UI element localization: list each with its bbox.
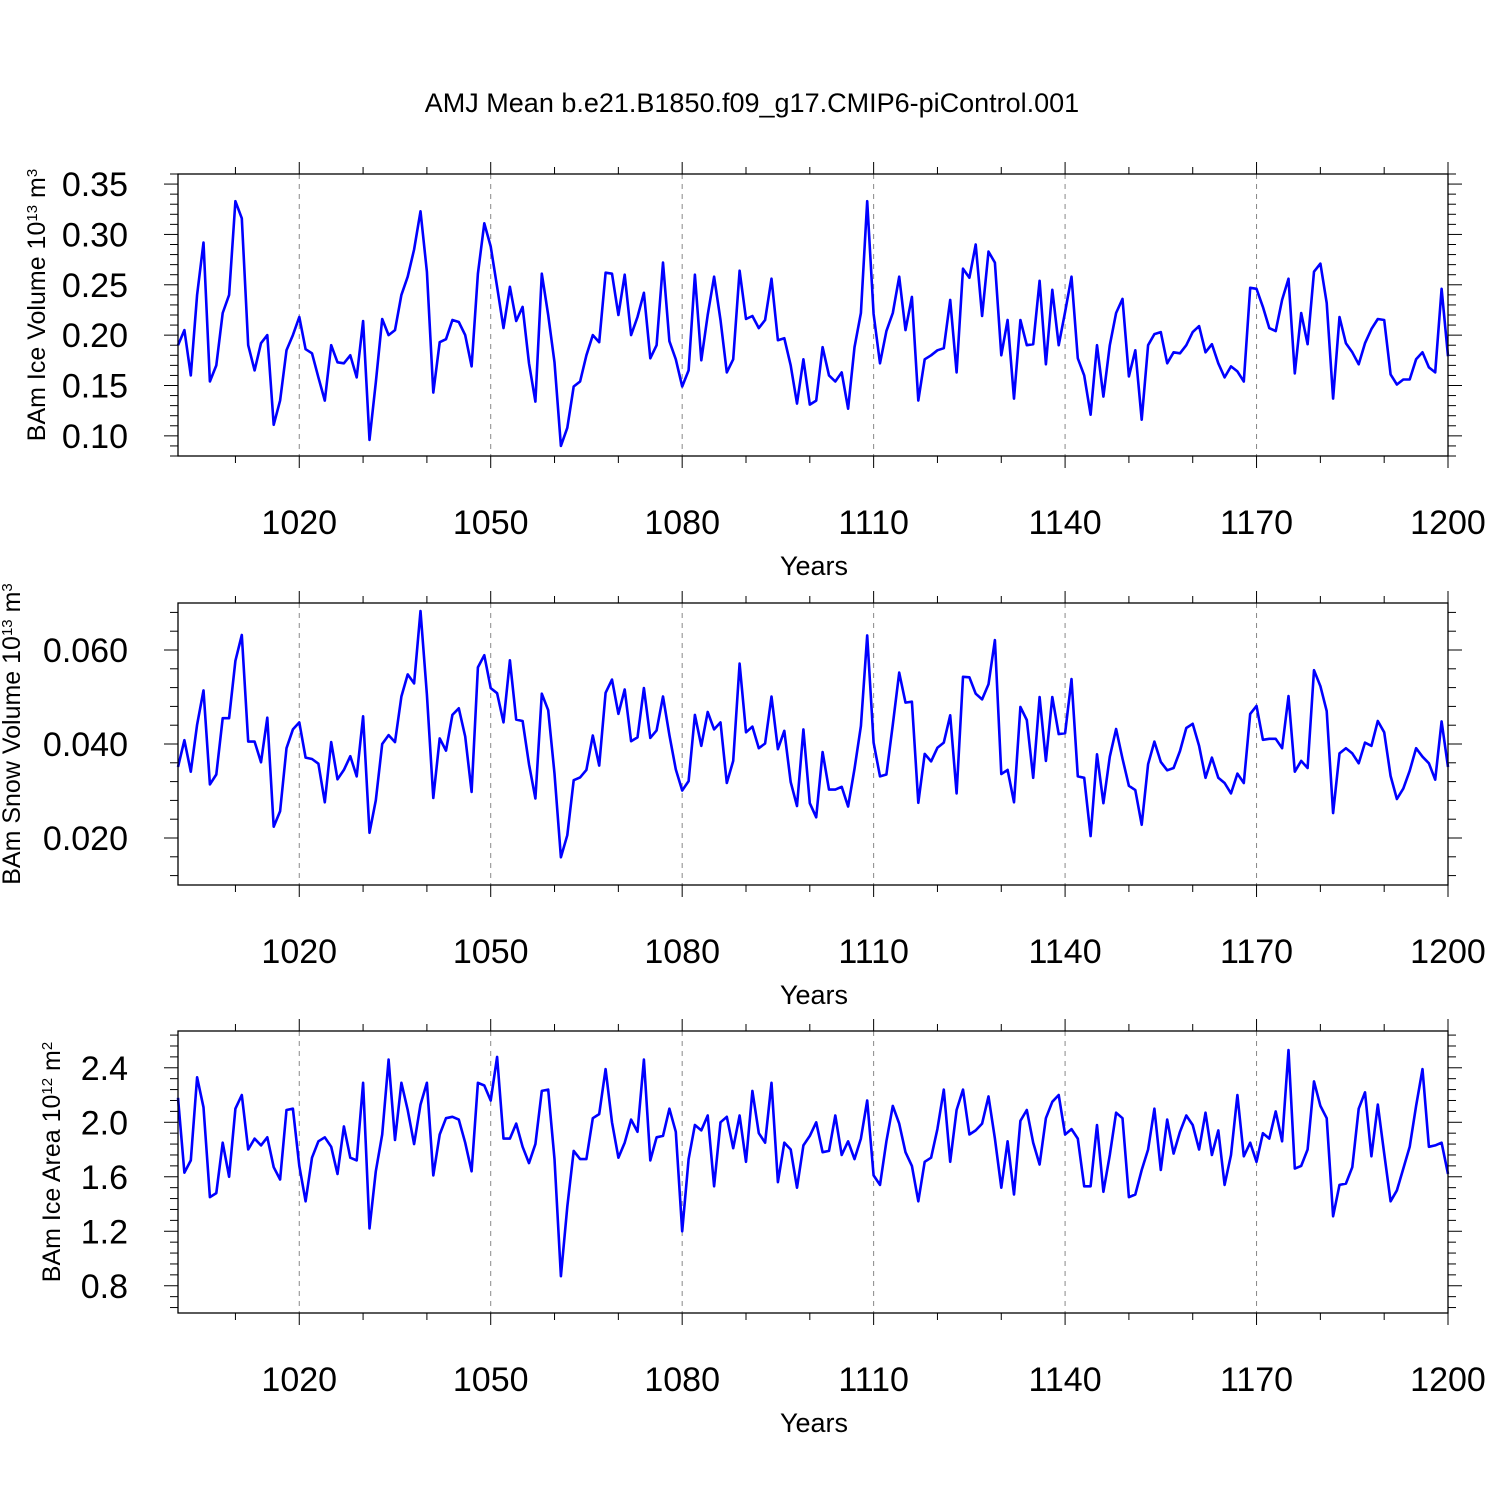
x-tick-label: 1200: [1410, 933, 1486, 971]
snow-volume-plot-frame: [177, 602, 1449, 886]
x-tick-label: 1110: [838, 504, 909, 542]
panel-ice-volume: 1020 1050 1080 1110 1140 1170 1200 0.10 0.15 0.20…: [23, 162, 1486, 581]
x-tick-label: 1140: [1029, 1361, 1102, 1399]
x-tick-label: 1170: [1220, 933, 1293, 971]
x-tick-label: 1080: [644, 933, 720, 971]
x-tick-label: 1080: [644, 504, 720, 542]
x-tick-label: 1200: [1410, 504, 1486, 542]
panel-ice-area: 1020 1050 1080 1110 1140 1170 1200 0.8 1.2 1.6 2.0…: [38, 1019, 1486, 1438]
ice-volume-plot-frame: [177, 173, 1449, 457]
y-tick-label: 0.040: [43, 726, 128, 764]
x-tick-label: 1050: [453, 1361, 529, 1399]
x-tick-label: 1140: [1029, 933, 1102, 971]
ice-area-ylabel-exponent: 12: [39, 1078, 56, 1095]
x-tick-label: 1050: [453, 504, 529, 542]
ice-area-plot-frame: [177, 1030, 1449, 1314]
y-tick-label: 0.20: [62, 317, 128, 355]
y-tick-label: 0.060: [43, 632, 128, 670]
snow-volume-ylabel-exponent: 13: [0, 619, 16, 636]
ice-volume-ylabel-unit: m: [23, 177, 51, 205]
x-tick-label: 1050: [453, 933, 529, 971]
snow-volume-x-axis-label: Years: [780, 980, 848, 1010]
ice-volume-x-axis-label: Years: [780, 551, 848, 581]
snow-volume-ylabel-unit-exponent: 3: [0, 583, 16, 591]
y-tick-label: 0.8: [81, 1268, 128, 1306]
y-tick-label: 0.15: [62, 368, 128, 406]
snow-volume-series-line: [176, 609, 1450, 859]
ice-area-x-axis-label: Years: [780, 1408, 848, 1438]
tick-labels-ice-area: 1020 1050 1080 1110 1140 1170 1200 0.8 1.2 1.6 2.0…: [81, 1050, 1486, 1399]
x-tick-label: 1140: [1029, 504, 1102, 542]
tick-labels-snow-volume: 1020 1050 1080 1110 1140 1170 1200 0.020 0.040 0.…: [43, 632, 1486, 971]
ice-area-ylabel-unit-exponent: 2: [39, 1042, 56, 1050]
x-tick-label: 1080: [644, 1361, 720, 1399]
grid-ice-volume: [298, 174, 1258, 456]
ice-volume-series-line: [176, 199, 1450, 448]
snow-volume-y-axis-label: BAm Snow Volume 1013 m3: [0, 583, 26, 885]
y-tick-label: 1.6: [81, 1159, 128, 1197]
ice-area-series-line: [176, 1048, 1450, 1278]
ice-volume-ylabel-text: BAm Ice Volume 10: [23, 222, 51, 442]
x-tick-label: 1110: [838, 1361, 909, 1399]
y-tick-label: 0.30: [62, 216, 128, 254]
figure-title: AMJ Mean b.e21.B1850.f09_g17.CMIP6-piCon…: [425, 88, 1079, 118]
panel-snow-volume: 1020 1050 1080 1110 1140 1170 1200 0.020 0.040 0.…: [0, 583, 1486, 1010]
x-tick-label: 1200: [1410, 1361, 1486, 1399]
x-tick-label: 1020: [261, 504, 337, 542]
ice-area-y-axis-label: BAm Ice Area 1012 m2: [38, 1042, 66, 1282]
ticks-ice-volume: [164, 162, 1462, 468]
snow-volume-ylabel-text: BAm Snow Volume 10: [0, 636, 26, 885]
x-tick-label: 1020: [261, 933, 337, 971]
ice-volume-ylabel-exponent: 13: [24, 205, 41, 222]
y-tick-label: 1.2: [81, 1213, 128, 1251]
y-tick-label: 0.25: [62, 267, 128, 305]
y-tick-label: 2.0: [81, 1104, 128, 1142]
x-tick-label: 1020: [261, 1361, 337, 1399]
snow-volume-ylabel-unit: m: [0, 592, 26, 620]
ticks-ice-area: [164, 1019, 1462, 1325]
x-tick-label: 1170: [1220, 1361, 1293, 1399]
y-tick-label: 0.020: [43, 820, 128, 858]
ice-volume-ylabel-unit-exponent: 3: [24, 169, 41, 177]
ticks-snow-volume: [164, 591, 1462, 897]
x-tick-label: 1110: [838, 933, 909, 971]
grid-snow-volume: [298, 603, 1258, 885]
y-tick-label: 2.4: [81, 1050, 128, 1088]
ice-volume-y-axis-label: BAm Ice Volume 1013 m3: [23, 169, 51, 441]
tick-labels-ice-volume: 1020 1050 1080 1110 1140 1170 1200 0.10 0.15 0.20…: [62, 166, 1486, 542]
y-tick-label: 0.10: [62, 418, 128, 456]
ice-area-ylabel-text: BAm Ice Area 10: [38, 1095, 66, 1283]
x-tick-label: 1170: [1220, 504, 1293, 542]
ice-area-ylabel-unit: m: [38, 1050, 66, 1078]
y-tick-label: 0.35: [62, 166, 128, 204]
